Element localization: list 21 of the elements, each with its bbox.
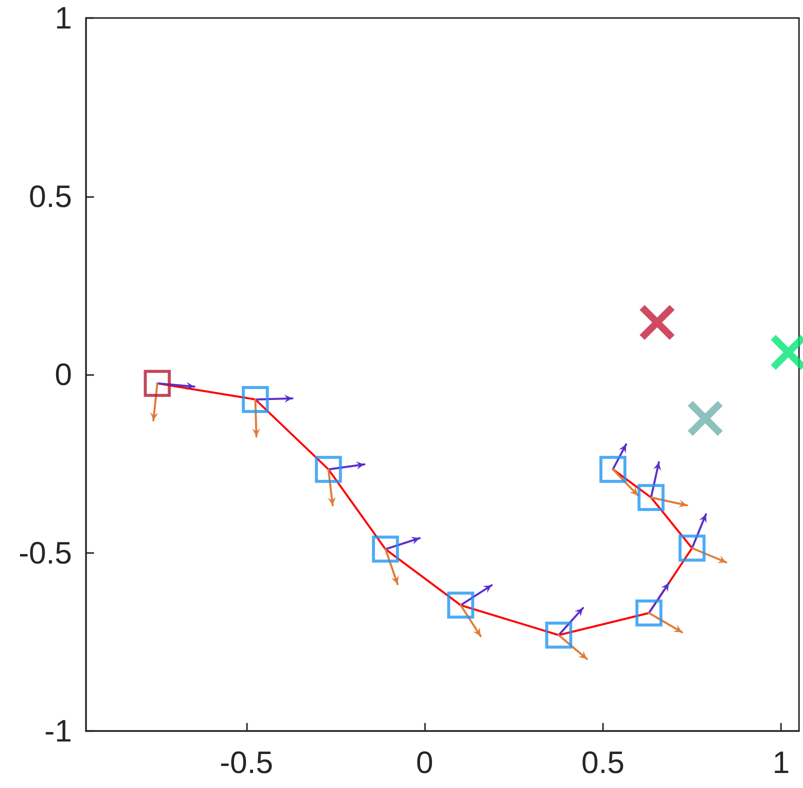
point [447,592,474,619]
x-tick-label: -0.5 [220,745,274,780]
y-tick-label: -1 [44,714,72,748]
y-tick-label: 0 [54,357,72,392]
point [599,456,626,483]
y-tick-label: -0.5 [18,535,72,570]
y-tick-label: 0.5 [28,178,72,214]
point [242,386,269,413]
point [545,622,572,649]
x-tick-label: 0.5 [581,745,624,780]
point [686,400,724,437]
y-tick-label: 1 [54,0,72,36]
point [314,456,342,483]
point [638,304,676,341]
point [638,484,665,511]
x-tick-label: 1 [772,745,790,780]
point [372,536,399,563]
point [635,600,662,626]
point [678,534,706,562]
x-tick-label: 0 [416,745,434,780]
point [144,370,171,397]
